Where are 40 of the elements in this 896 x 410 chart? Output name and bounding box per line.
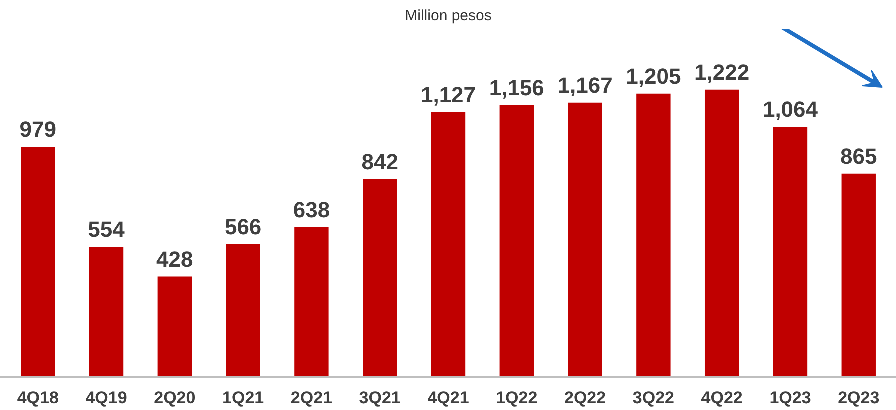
- x-tick-label: 3Q22: [632, 388, 674, 408]
- x-tick-label: 2Q21: [290, 388, 333, 408]
- data-label: 554: [88, 217, 126, 242]
- bar: [226, 244, 260, 378]
- x-tick-label: 2Q23: [838, 388, 880, 408]
- bar: [431, 112, 466, 378]
- x-tick-label: 1Q23: [770, 388, 812, 408]
- data-label: 428: [156, 246, 194, 272]
- bar: [704, 90, 740, 378]
- bar: [500, 105, 534, 378]
- x-tick-label: 1Q21: [222, 388, 264, 408]
- data-label: 1,064: [762, 97, 819, 122]
- x-tick-label: 4Q18: [17, 388, 59, 408]
- bar: [294, 227, 329, 378]
- x-tick-label: 4Q22: [701, 388, 743, 408]
- bar: [158, 276, 192, 378]
- x-tick-label: 4Q21: [428, 388, 470, 408]
- bar: [842, 174, 876, 378]
- x-tick-label: 1Q22: [496, 388, 538, 408]
- data-label: 865: [840, 144, 878, 169]
- x-tick-label: 2Q22: [564, 388, 606, 408]
- bar: [773, 127, 808, 378]
- data-label: 1,127: [420, 82, 476, 108]
- bar: [636, 94, 671, 378]
- chart-subtitle: Million pesos: [405, 8, 492, 24]
- data-label: 1,222: [694, 60, 750, 85]
- bar: [21, 147, 56, 378]
- data-label: 1,167: [558, 72, 613, 98]
- data-label: 1,156: [489, 75, 544, 100]
- bar: [363, 179, 398, 378]
- data-label: 566: [224, 214, 262, 240]
- x-tick-label: 3Q21: [359, 388, 401, 408]
- data-label: 979: [20, 117, 56, 142]
- data-label: 842: [362, 149, 398, 174]
- bar: [568, 102, 602, 378]
- data-label: 1,205: [626, 64, 682, 89]
- x-tick-label: 4Q19: [86, 388, 128, 408]
- x-tick-label: 2Q20: [154, 388, 196, 408]
- data-label: 638: [293, 197, 330, 222]
- bar: [89, 247, 124, 378]
